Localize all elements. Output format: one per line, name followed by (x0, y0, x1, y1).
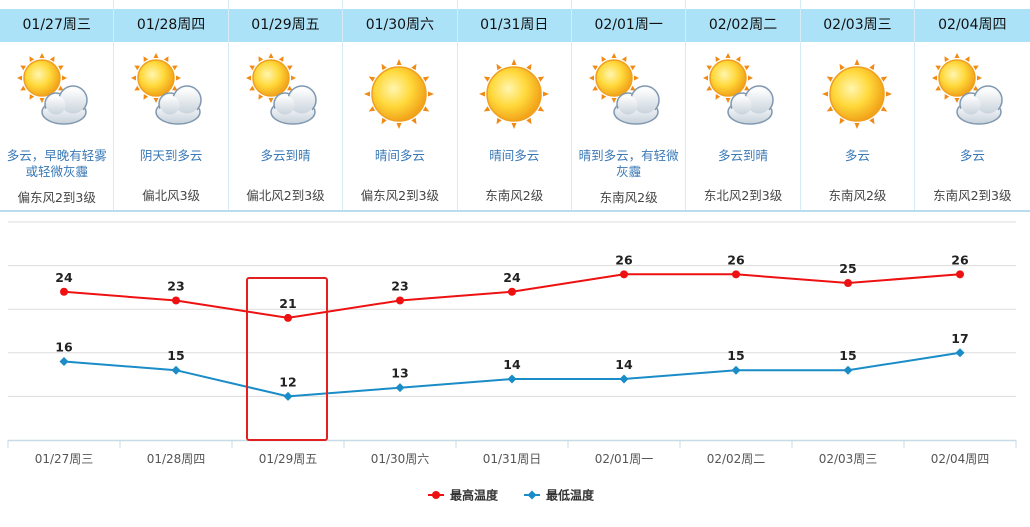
data-point (956, 270, 964, 279)
data-point (731, 365, 741, 375)
sun-cloud-icon (696, 48, 788, 140)
data-label: 23 (167, 278, 184, 293)
data-label: 14 (503, 357, 521, 372)
data-label: 17 (951, 331, 968, 346)
legend-marker (432, 491, 440, 499)
data-label: 26 (951, 252, 969, 267)
forecast-strip: 01/27周三 多云，早晚有轻雾或轻微灰霾 偏东风2到3级 01/28周四 阴天… (0, 0, 1030, 212)
wind-description: 东南风2到3级 (933, 188, 1012, 203)
data-point (59, 357, 69, 367)
data-label: 21 (279, 296, 296, 311)
day-date: 02/01周一 (571, 9, 686, 42)
sun-icon (811, 48, 903, 140)
data-point (60, 287, 68, 296)
weather-description: 晴间多云 (374, 148, 425, 163)
day-date: 01/28周四 (114, 9, 228, 42)
forecast-day: 02/02周二 多云到晴 东北风2到3级 (686, 0, 801, 210)
forecast-day: 02/04周四 多云 东南风2到3级 (915, 0, 1030, 210)
weather-description: 多云 (959, 148, 985, 163)
data-point (620, 270, 628, 279)
wind-description: 偏东风2到3级 (17, 190, 96, 205)
data-point (843, 365, 853, 375)
highlight-box (246, 277, 328, 441)
wind-description: 东南风2级 (828, 188, 887, 203)
data-label: 26 (727, 252, 745, 267)
data-label: 14 (615, 357, 633, 372)
sun-cloud-icon (582, 48, 674, 140)
weather-description: 晴到多云，有轻微灰霾 (578, 148, 679, 179)
data-point (284, 313, 292, 322)
data-label: 13 (391, 366, 408, 381)
temperature-chart: 01/27周三 01/28周四 01/29周五 01/30周六 01/31周日 02/01… (7, 221, 1017, 503)
weather-description: 阴天到多云 (139, 148, 203, 163)
data-label: 25 (839, 261, 856, 276)
forecast-day: 01/27周三 多云，早晚有轻雾或轻微灰霾 偏东风2到3级 (0, 0, 115, 210)
data-point (171, 365, 181, 375)
data-point (619, 374, 629, 384)
sun-icon (353, 48, 445, 140)
sun-cloud-icon (239, 48, 331, 140)
day-date: 01/27周三 (0, 9, 114, 42)
forecast-day: 01/28周四 阴天到多云 偏北风3级 (114, 0, 229, 210)
legend-marker (527, 490, 537, 500)
data-point (508, 287, 516, 296)
forecast-day: 02/01周一 晴到多云，有轻微灰霾 东南风2级 (571, 0, 687, 210)
data-point (395, 383, 405, 393)
data-point (507, 374, 517, 384)
data-point (283, 391, 293, 401)
data-label: 23 (391, 278, 408, 293)
data-label: 24 (55, 270, 73, 285)
data-label: 15 (839, 348, 856, 363)
x-tick-label: 02/04周四 (931, 452, 990, 466)
data-label: 16 (55, 340, 73, 355)
data-label: 24 (503, 270, 521, 285)
x-tick-label: 01/31周日 (483, 452, 542, 466)
data-label: 12 (279, 374, 296, 389)
legend-label: 最低温度 (546, 488, 595, 503)
data-label: 15 (727, 348, 744, 363)
weather-description: 多云，早晚有轻雾或轻微灰霾 (6, 148, 107, 179)
x-tick-label: 02/03周三 (819, 452, 878, 466)
data-point (955, 348, 965, 358)
data-label: 15 (167, 348, 184, 363)
x-tick-label: 02/01周一 (595, 452, 654, 466)
weather-description: 多云到晴 (260, 148, 311, 163)
sun-icon (468, 48, 560, 140)
wind-description: 东南风2级 (485, 188, 544, 203)
day-date: 02/02周二 (686, 9, 800, 42)
data-point (172, 296, 180, 305)
x-tick-label: 01/28周四 (147, 452, 206, 466)
day-date: 02/04周四 (915, 9, 1030, 42)
day-date: 01/29周五 (228, 9, 343, 42)
x-tick-label: 01/30周六 (371, 452, 430, 466)
data-point (844, 279, 852, 288)
forecast-day: 02/03周三 多云 东南风2级 (800, 0, 916, 210)
day-date: 01/31周日 (457, 9, 571, 42)
wind-description: 偏东风2到3级 (360, 188, 440, 203)
sun-cloud-icon (124, 48, 216, 140)
sun-cloud-icon (925, 48, 1017, 140)
wind-description: 东北风2到3级 (703, 188, 783, 203)
x-tick-label: 02/02周二 (707, 452, 766, 466)
wind-description: 偏北风2到3级 (246, 188, 325, 203)
data-label: 26 (615, 252, 633, 267)
wind-description: 偏北风3级 (142, 188, 201, 203)
data-point (396, 296, 404, 305)
day-date: 02/03周三 (800, 9, 915, 42)
legend-label: 最高温度 (450, 488, 499, 503)
wind-description: 东南风2级 (599, 190, 658, 205)
weather-description: 多云 (844, 148, 870, 163)
forecast-day: 01/29周五 多云到晴 偏北风2到3级 (228, 0, 344, 210)
x-tick-label: 01/29周五 (259, 452, 318, 466)
sun-cloud-icon (10, 48, 102, 140)
day-date: 01/30周六 (343, 9, 457, 42)
forecast-day: 01/30周六 晴间多云 偏东风2到3级 (343, 0, 458, 210)
x-tick-label: 01/27周三 (35, 452, 94, 466)
weather-description: 多云到晴 (718, 148, 769, 163)
data-point (732, 270, 740, 279)
weather-description: 晴间多云 (489, 148, 540, 163)
forecast-day: 01/31周日 晴间多云 东南风2级 (457, 0, 572, 210)
